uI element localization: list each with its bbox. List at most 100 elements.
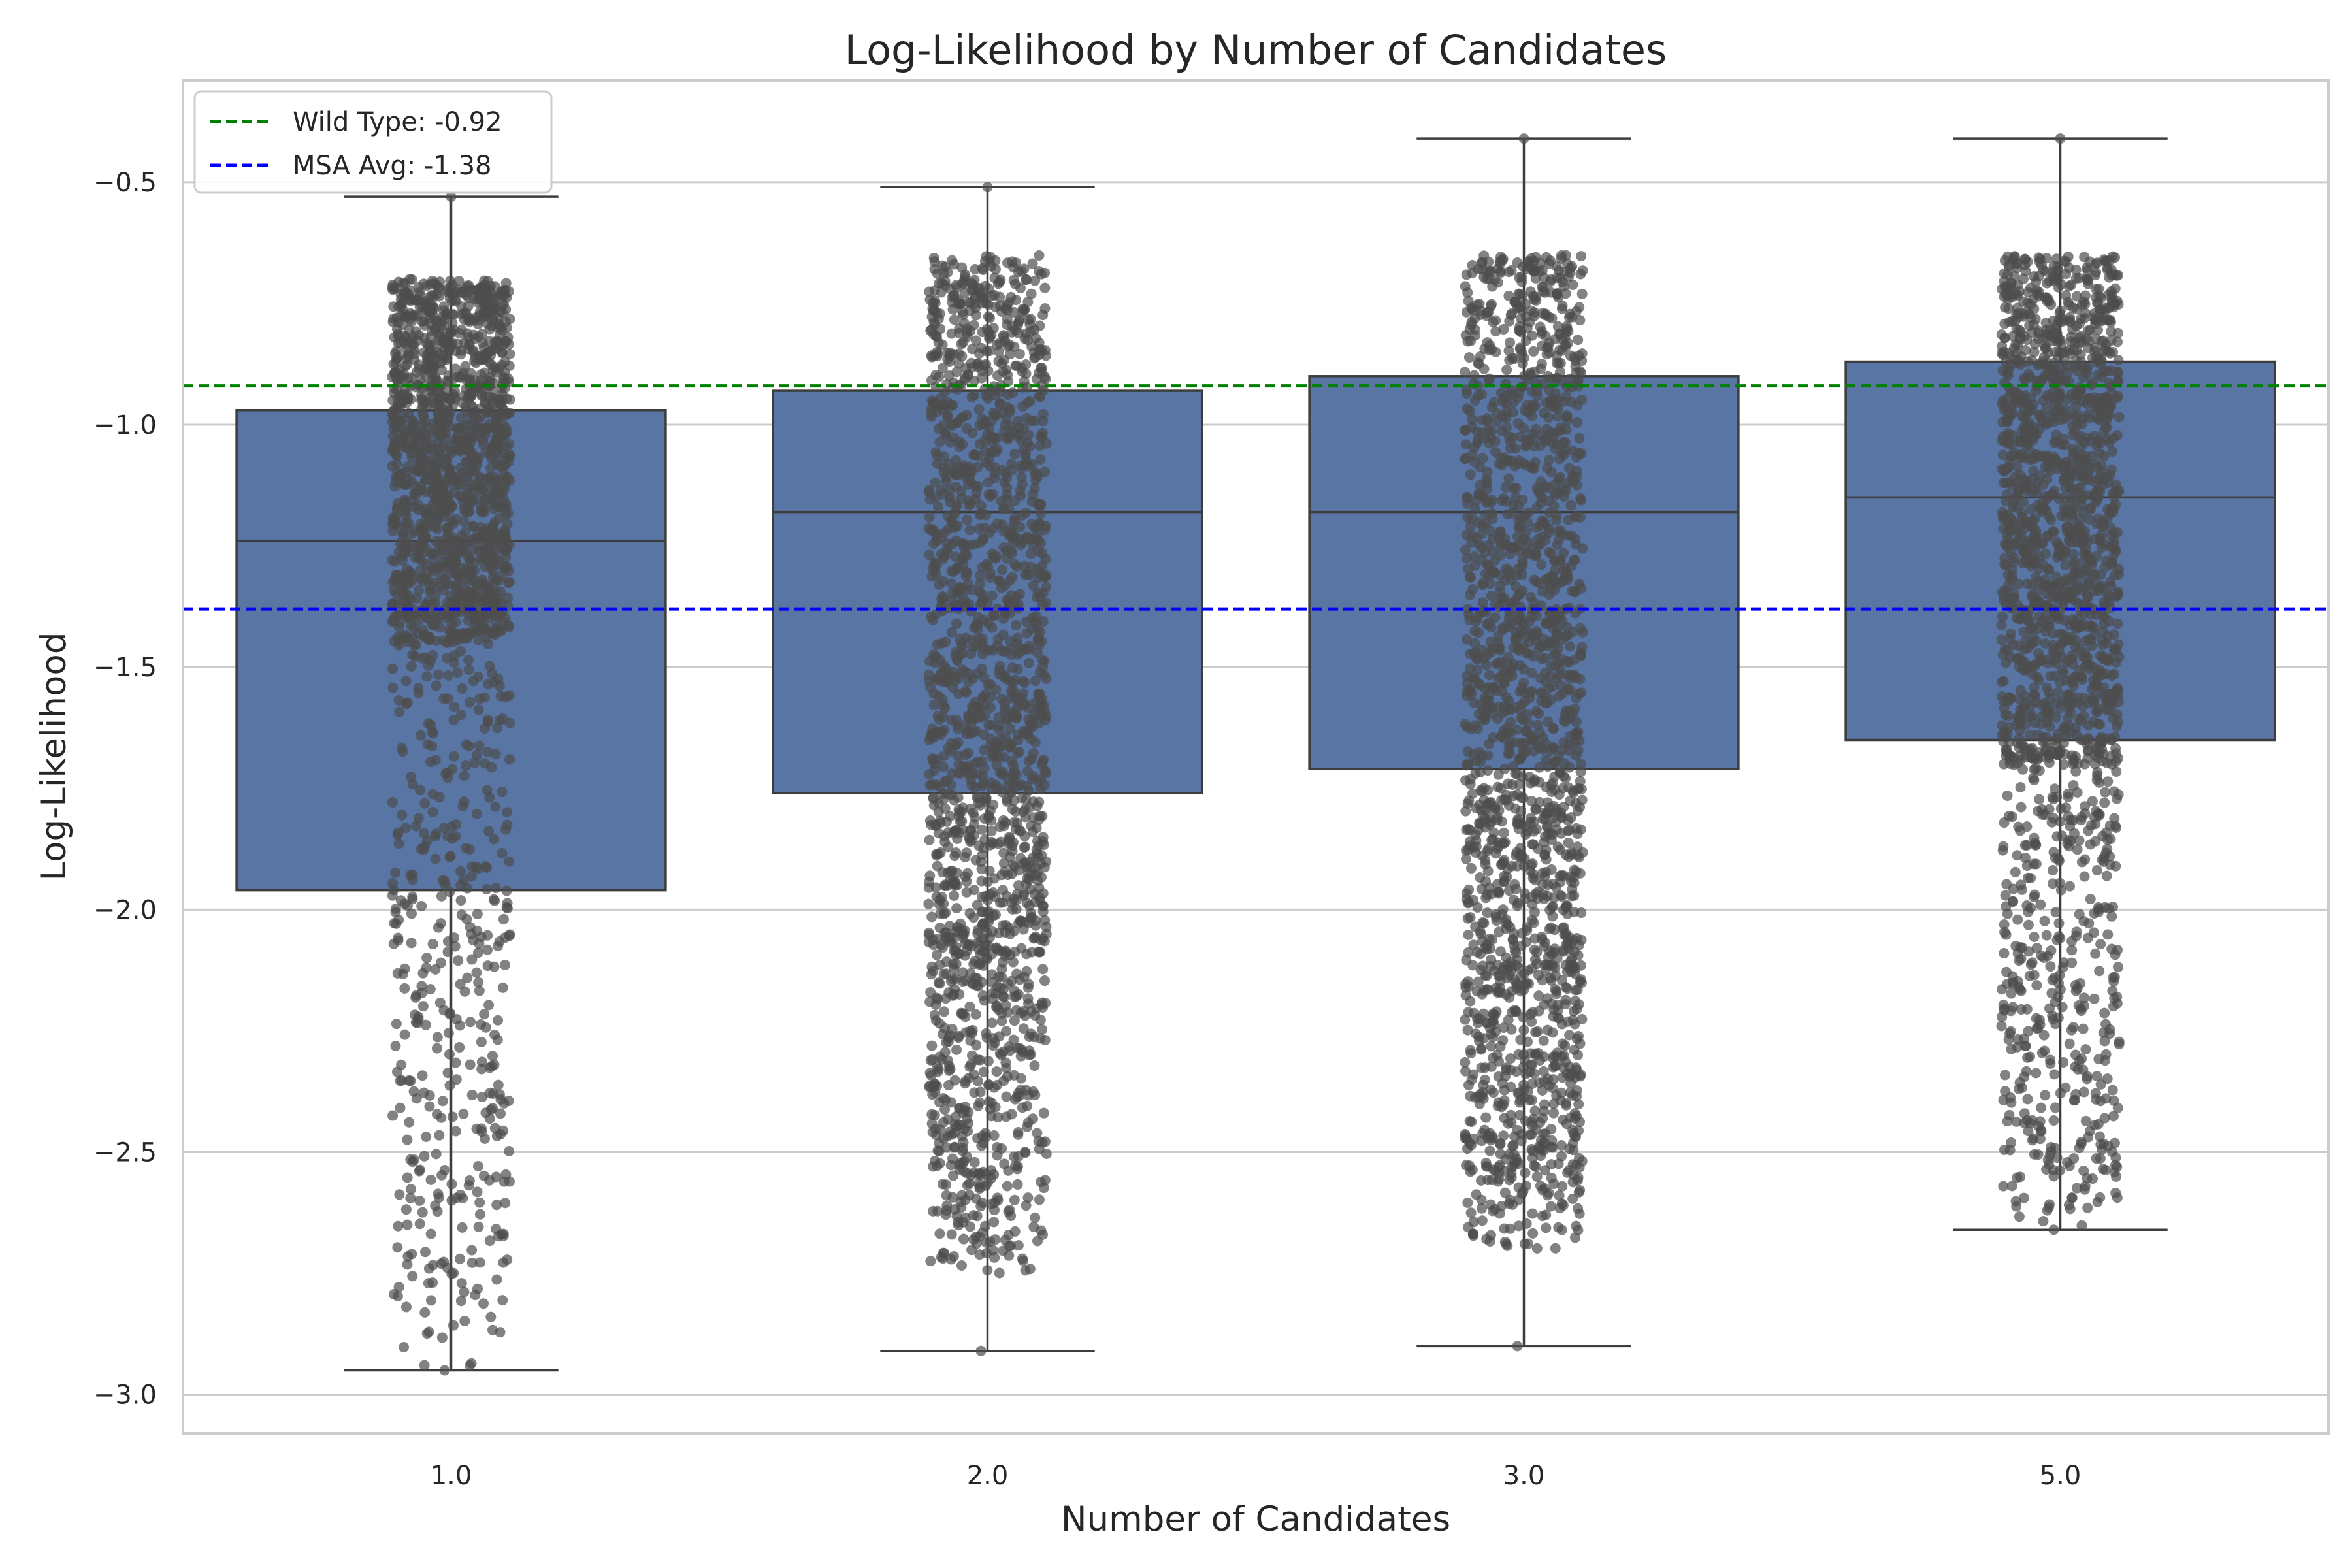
strip-point — [406, 372, 417, 384]
strip-point — [500, 613, 511, 624]
strip-point — [428, 548, 439, 559]
strip-point — [479, 1009, 490, 1020]
strip-point — [442, 947, 453, 958]
strip-point — [923, 898, 934, 909]
strip-point — [1564, 308, 1575, 319]
strip-point — [1565, 500, 1576, 511]
strip-point — [970, 264, 981, 275]
strip-point — [1546, 548, 1557, 559]
strip-point — [425, 1228, 436, 1239]
strip-point — [442, 772, 453, 783]
strip-point — [930, 477, 941, 488]
strip-point — [465, 448, 476, 459]
strip-point — [956, 338, 967, 350]
strip-point — [432, 515, 443, 527]
strip-point — [436, 1332, 448, 1343]
strip-point — [436, 1169, 448, 1181]
strip-point — [463, 655, 474, 666]
strip-point — [452, 667, 463, 678]
strip-point — [429, 577, 440, 588]
strip-point — [1526, 462, 1537, 473]
strip-point — [1478, 917, 1490, 928]
strip-point — [434, 1130, 445, 1141]
strip-point — [450, 287, 461, 298]
strip-point — [984, 1236, 995, 1247]
strip-point — [417, 1001, 429, 1012]
strip-point — [427, 806, 438, 817]
strip-point — [973, 981, 984, 992]
strip-point — [980, 689, 991, 700]
strip-point — [986, 826, 997, 837]
strip-point — [443, 473, 454, 484]
strip-point — [930, 1155, 941, 1166]
strip-point — [498, 913, 509, 924]
strip-point — [1558, 922, 1569, 933]
strip-point — [979, 729, 990, 740]
strip-point — [502, 819, 513, 830]
strip-point — [495, 586, 506, 597]
strip-point — [416, 900, 427, 911]
strip-point — [500, 1198, 511, 1209]
strip-point — [473, 1221, 484, 1232]
strip-point — [966, 357, 977, 368]
strip-point — [500, 1169, 512, 1180]
strip-point — [1552, 411, 1563, 422]
strip-point — [1482, 845, 1493, 857]
strip-point — [446, 596, 457, 608]
strip-point — [1014, 422, 1025, 433]
strip-point — [1026, 288, 1037, 299]
strip-point — [924, 656, 935, 667]
strip-point — [1460, 281, 1471, 292]
strip-point — [1028, 796, 1039, 808]
strip-point — [504, 565, 515, 576]
strip-point — [1016, 472, 1027, 483]
strip-point — [962, 514, 973, 525]
strip-point — [433, 282, 444, 293]
strip-point — [1010, 325, 1021, 336]
strip-point — [419, 1151, 430, 1162]
strip-point — [1475, 351, 1486, 362]
strip-point — [486, 444, 497, 455]
strip-point — [986, 1165, 997, 1176]
strip-point — [460, 527, 471, 538]
strip-point — [395, 1102, 406, 1113]
strip-point — [392, 1242, 403, 1253]
strip-point — [979, 435, 990, 446]
strip-point — [437, 875, 448, 886]
strip-point — [947, 1192, 958, 1203]
strip-point — [938, 789, 949, 800]
strip-point — [961, 550, 972, 561]
strip-point — [1036, 850, 1047, 861]
strip-point — [417, 1070, 428, 1081]
strip-point — [1539, 893, 1550, 904]
strip-point — [1009, 559, 1021, 570]
strip-point — [1040, 350, 1051, 361]
strip-point — [461, 739, 472, 750]
strip-point — [501, 885, 512, 896]
strip-point — [489, 594, 500, 605]
strip-point — [477, 337, 488, 348]
strip-point — [1549, 757, 1560, 768]
strip-point — [976, 824, 987, 835]
strip-point — [451, 580, 463, 591]
strip-point — [414, 1166, 425, 1177]
strip-point — [1000, 926, 1011, 938]
strip-point — [1546, 949, 1558, 960]
strip-point — [1021, 459, 1032, 470]
strip-point — [387, 878, 399, 889]
strip-point — [1467, 960, 1478, 971]
strip-point — [1025, 314, 1036, 325]
strip-point — [1028, 1221, 1039, 1232]
strip-point — [943, 841, 954, 853]
strip-point — [425, 1295, 436, 1306]
strip-point — [1004, 339, 1015, 350]
strip-point — [944, 921, 955, 932]
strip-point — [408, 622, 419, 633]
strip-point — [407, 779, 418, 790]
strip-point — [387, 461, 398, 472]
strip-point — [1034, 717, 1045, 728]
strip-point — [1558, 281, 1569, 292]
strip-point — [1015, 491, 1026, 502]
strip-point — [391, 312, 402, 323]
strip-point — [929, 256, 940, 267]
